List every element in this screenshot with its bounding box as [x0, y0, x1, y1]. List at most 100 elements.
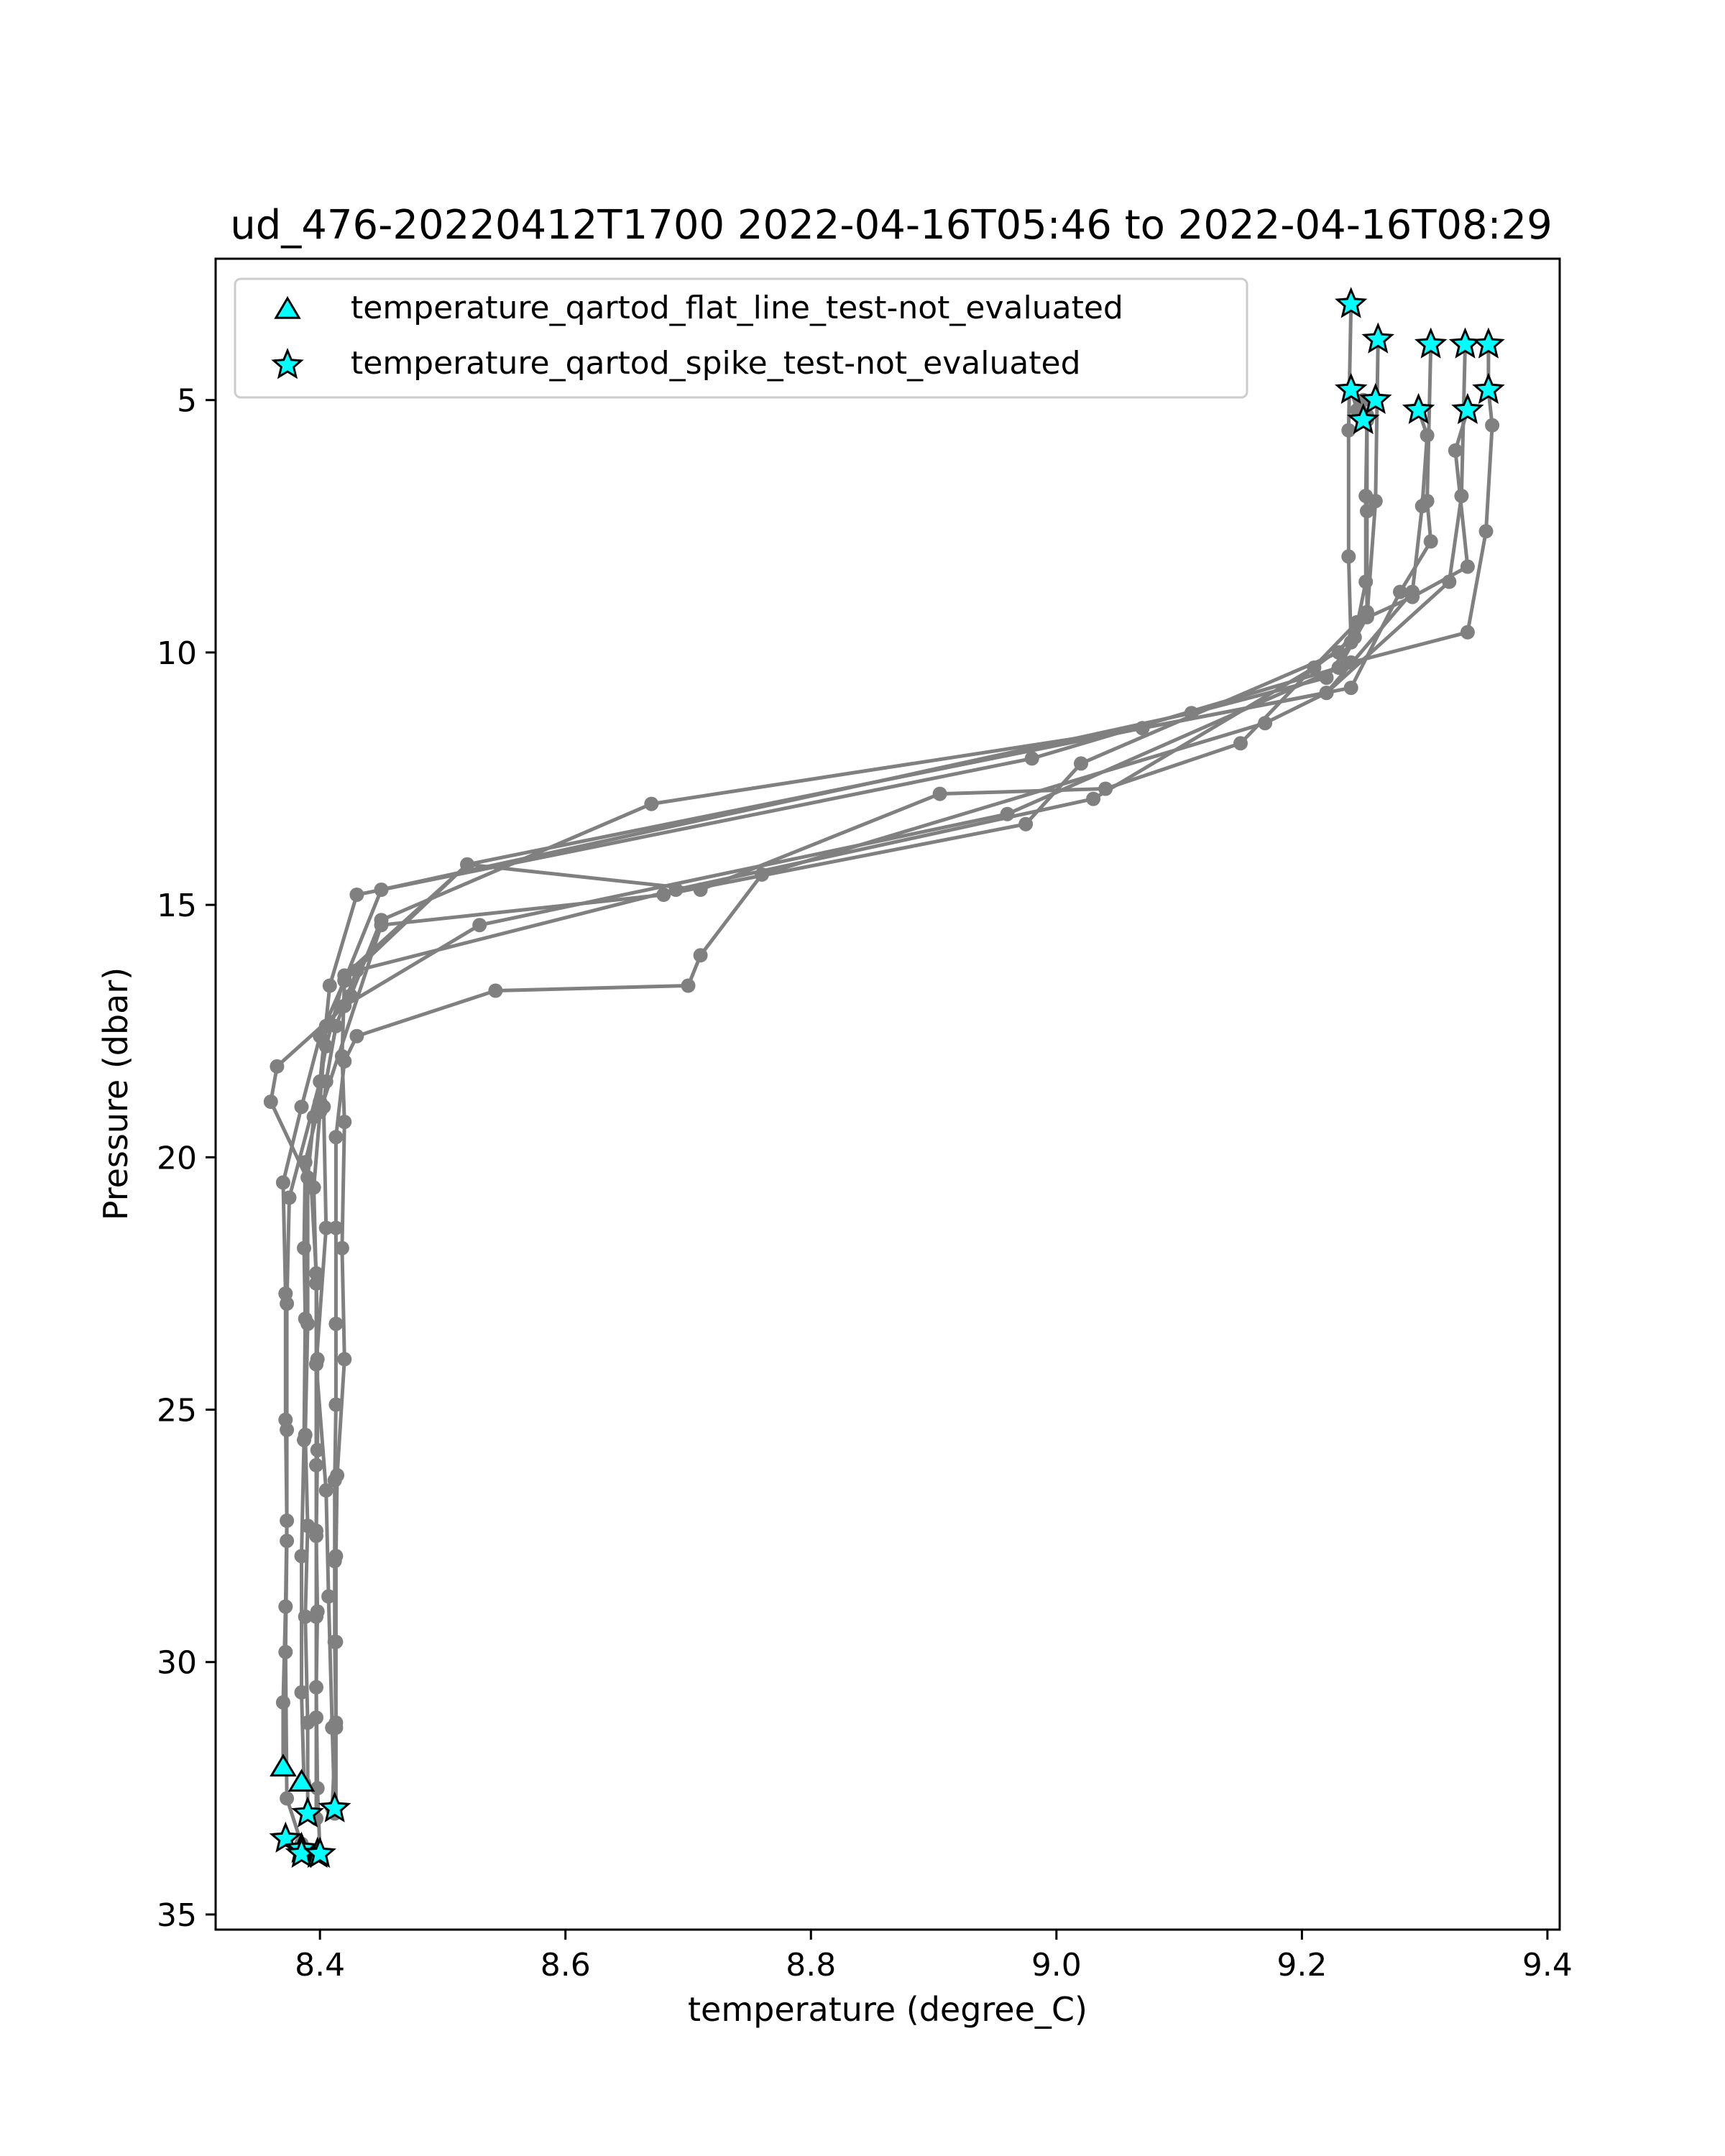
profile-9-point-13 [309, 1276, 323, 1291]
profile-6-point-6 [1307, 660, 1322, 675]
profile-5-point-7 [1000, 806, 1015, 821]
spike-marker-7 [1472, 372, 1505, 404]
profile-2-point-5 [1024, 751, 1039, 766]
profile-4-point-3 [1442, 574, 1457, 589]
profile-8-point-18 [328, 1634, 344, 1649]
profile-6-point-8 [668, 883, 684, 897]
profile-3-point-4 [1393, 584, 1407, 599]
spike-marker-10 [1402, 392, 1435, 425]
profile-8-point-12 [334, 1049, 349, 1064]
profile-7-point-3 [1414, 499, 1430, 514]
profile-9-point-17 [309, 1609, 323, 1624]
profile-6-point-9 [349, 963, 364, 978]
profile-2-point-14 [280, 1791, 295, 1806]
profile-8-point-13 [337, 1115, 352, 1130]
profile-5-point-13 [309, 1266, 323, 1281]
profile-5-point-9 [337, 998, 352, 1013]
profile-3-point-5 [1343, 681, 1358, 696]
profile-2-point-6 [349, 888, 364, 902]
profile-1-point-10 [294, 1100, 309, 1115]
profile-7-point-9 [681, 978, 696, 993]
legend-flat-line-icon [274, 296, 301, 319]
legend-star-icon [271, 348, 304, 379]
profile-8-point-6 [1233, 736, 1248, 751]
flat-line-marker-2 [288, 1769, 316, 1792]
profile-6-point-15 [318, 1483, 334, 1498]
profile-8-point-19 [328, 1720, 344, 1735]
profile-6-point-13 [318, 1220, 334, 1235]
profile-8-point-10 [460, 857, 475, 872]
profile-3-point-13 [297, 1240, 311, 1256]
profile-8-point-11 [337, 973, 352, 988]
profile-9-point-7 [1074, 756, 1088, 771]
y-tick-label-4: 20 [157, 1140, 197, 1176]
profile-7-point-16 [328, 1397, 344, 1412]
profile-5-point-15 [310, 1442, 325, 1457]
spike-marker-2 [1361, 322, 1395, 354]
profile-2-point-10 [280, 1296, 295, 1311]
profile-9-point-9 [656, 888, 671, 902]
profile-9-point-15 [309, 1457, 323, 1473]
x-tick-label-2: 8.6 [540, 1947, 591, 1984]
profile-9-point-14 [309, 1357, 323, 1372]
x-tick-label-6: 9.4 [1522, 1947, 1573, 1984]
y-axis-ticks: 5 10 15 20 25 30 35 [157, 383, 216, 1934]
profile-3-point-17 [294, 1685, 309, 1700]
profile-6-point-16 [321, 1589, 336, 1604]
profile-3-point-7 [644, 796, 659, 811]
profile-7-point-14 [328, 1220, 344, 1235]
y-tick-label-2: 10 [157, 635, 197, 672]
plot-area [216, 259, 1560, 1930]
profile-4-point-12 [298, 1427, 313, 1442]
profile-3-point-16 [294, 1549, 309, 1564]
profile-2-point-4 [1331, 660, 1346, 675]
legend-spike-label: temperature_qartod_spike_test-not_evalua… [351, 345, 1081, 382]
x-tick-label-4: 9.0 [1031, 1947, 1082, 1984]
spike-marker-11 [1451, 392, 1484, 425]
x-axis-label: temperature (degree_C) [688, 1990, 1087, 2029]
profile-9-point-4 [1359, 504, 1374, 519]
profile-5-point-10 [270, 1059, 285, 1074]
profile-6-point-7 [1086, 791, 1101, 806]
profile-9-point-16 [309, 1524, 323, 1539]
spike-marker-18 [303, 1836, 336, 1868]
profile-8-point-16 [330, 1468, 345, 1483]
profile-5-point-19 [310, 1781, 325, 1796]
profile-8-point-9 [693, 883, 708, 897]
profile-6-point-3 [1358, 489, 1374, 504]
profile-7-point-5 [1319, 686, 1334, 701]
y-tick-label-1: 5 [177, 383, 197, 420]
profile-9-point-18 [309, 1710, 323, 1725]
profile-4-point-8 [318, 1038, 334, 1054]
profile-7-point-8 [693, 948, 708, 963]
profile-4-point-14 [298, 1609, 313, 1624]
legend-spike-icon [271, 348, 304, 379]
profile-6-point-11 [318, 1074, 334, 1089]
x-axis-ticks: 8.4 8.6 8.8 9.0 9.2 9.4 [295, 1930, 1573, 1984]
profile-5-point-5 [1460, 625, 1475, 640]
spike-markers [269, 287, 1505, 1868]
profile-1-point-14 [280, 1514, 295, 1528]
legend-triangle-icon [274, 296, 301, 319]
profile-2-point-12 [280, 1534, 295, 1549]
profile-8-point-2 [1448, 443, 1463, 458]
profile-5-point-18 [309, 1680, 323, 1695]
profile-1-point-16 [275, 1695, 290, 1710]
profile-1-point-7 [374, 883, 389, 897]
profile-7-point-10 [488, 983, 503, 998]
profile-3-point-12 [298, 1155, 313, 1170]
profile-7-point-15 [328, 1317, 344, 1332]
profile-7-point-6 [1258, 716, 1273, 731]
chart-title: ud_476-20220412T1700 2022-04-16T05:46 to… [230, 202, 1552, 249]
profile-8-point-8 [932, 786, 947, 801]
legend-flat-line-label: temperature_qartod_flat_line_test-not_ev… [351, 290, 1123, 326]
y-axis-label: Pressure (dbar) [96, 967, 135, 1220]
profile-7-point-13 [328, 1130, 344, 1145]
profile-5-point-4 [1478, 524, 1494, 539]
spike-marker-13 [291, 1796, 324, 1828]
profile-8-point-15 [337, 1352, 352, 1367]
spike-marker-9 [1346, 402, 1380, 435]
x-tick-label-3: 8.8 [786, 1947, 836, 1984]
profile-9-point-12 [306, 1180, 321, 1195]
